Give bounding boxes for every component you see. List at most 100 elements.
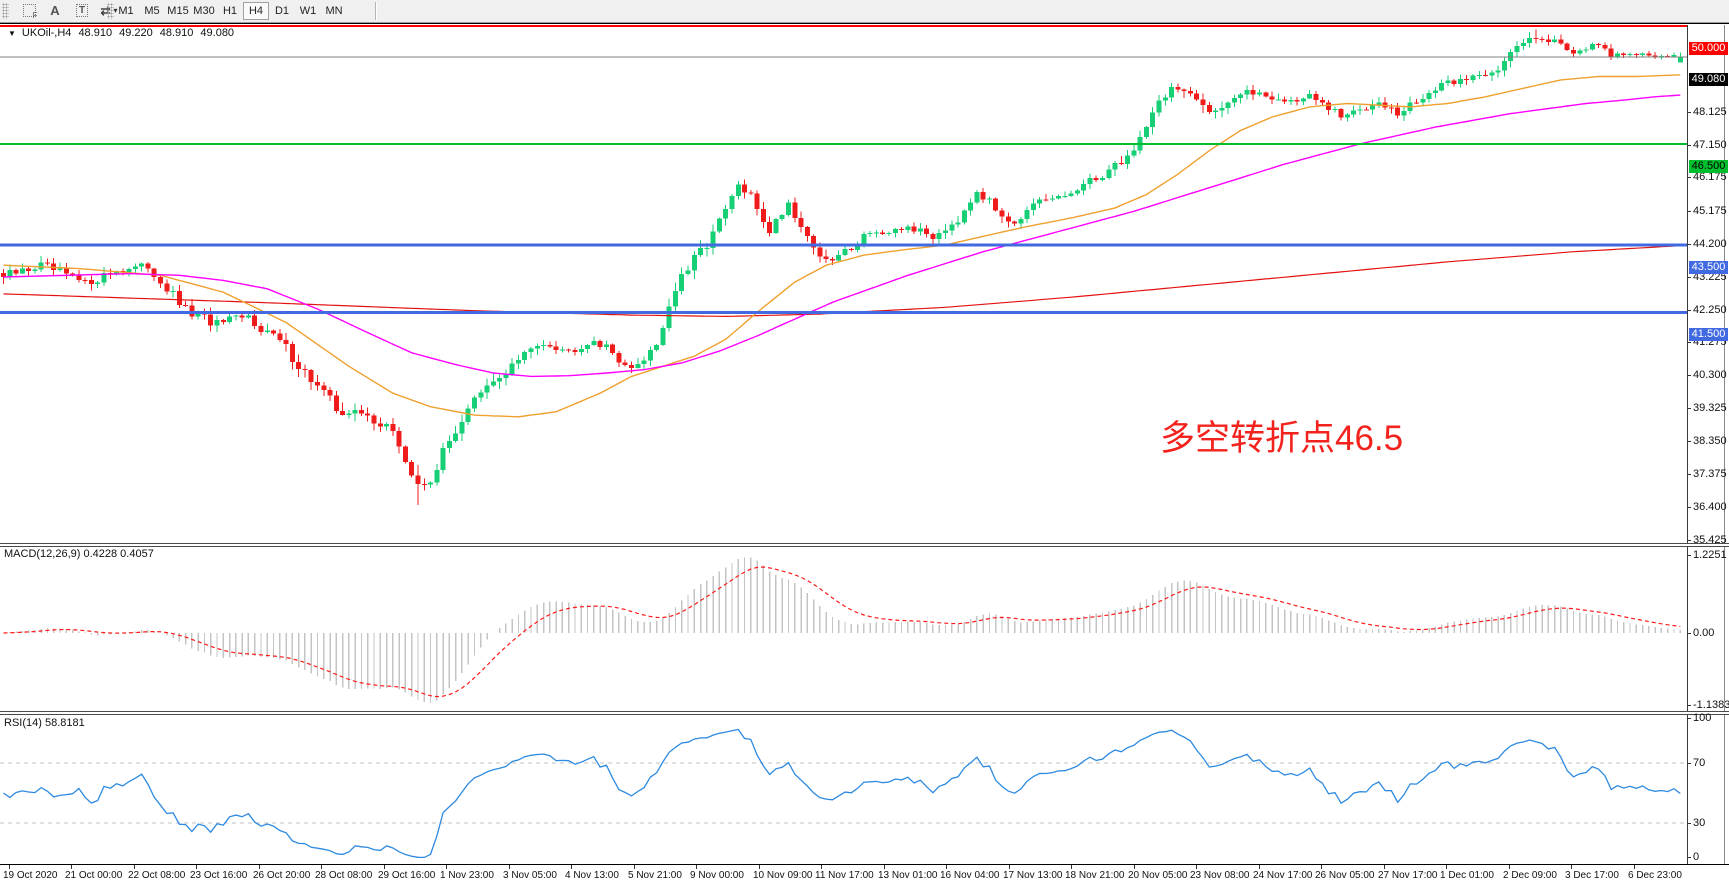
symbol-timeframe-label: UKOil-,H4 — [21, 27, 72, 39]
time-tick-label: 13 Nov 01:00 — [878, 870, 938, 881]
time-tick-mark — [259, 865, 260, 869]
time-tick-label: 11 Nov 17:00 — [815, 870, 874, 881]
macd-pane[interactable] — [0, 547, 1729, 711]
price-level-badge-46.500[interactable]: 46.500 — [1689, 160, 1728, 173]
swap-arrows-glyph: ⇄ — [100, 3, 111, 18]
time-tick-label: 20 Nov 05:00 — [1128, 870, 1188, 881]
price-tick-label: 43.225 — [1693, 271, 1727, 283]
time-tick-mark — [884, 865, 885, 869]
main-price-pane[interactable] — [0, 25, 1729, 543]
price-tick-mark — [1687, 441, 1691, 442]
price-tick-mark — [1687, 310, 1691, 311]
price-tick-label: 47.150 — [1693, 139, 1727, 151]
macd-tick-mark — [1687, 705, 1691, 706]
time-tick-mark — [696, 865, 697, 869]
time-tick-mark — [446, 865, 447, 869]
time-tick-mark — [946, 865, 947, 869]
timeframe-button-h1[interactable]: H1 — [222, 5, 238, 17]
timeframe-button-m30[interactable]: M30 — [193, 5, 215, 17]
cycle-arrows-icon[interactable]: ⇄ ▾ — [96, 1, 122, 20]
grid-box-icon: F — [22, 4, 38, 20]
time-tick-mark — [1571, 865, 1572, 869]
time-tick-label: 21 Oct 00:00 — [65, 870, 123, 881]
time-tick-label: 2 Dec 09:00 — [1503, 870, 1557, 881]
price-tick-label: 36.400 — [1693, 501, 1727, 513]
time-axis[interactable]: 19 Oct 2020 21 Oct 00:00 22 Oct 08:00 23 Oc… — [0, 865, 1729, 888]
time-tick-label: 9 Nov 00:00 — [690, 870, 744, 881]
dropdown-caret-icon[interactable]: ▾ — [113, 6, 118, 15]
price-level-badge-41.500[interactable]: 41.500 — [1689, 328, 1728, 341]
price-level-badge-43.500[interactable]: 43.500 — [1689, 261, 1728, 274]
time-tick-mark — [384, 865, 385, 869]
time-tick-label: 3 Dec 17:00 — [1565, 870, 1619, 881]
timeframe-button-m15[interactable]: M15 — [167, 5, 189, 17]
high-value: 49.220 — [119, 27, 153, 39]
price-tick-mark — [1687, 277, 1691, 278]
letter-a-glyph: A — [50, 3, 60, 18]
timeframe-button-m5[interactable]: M5 — [144, 5, 160, 17]
macd-tick-label: 1.2251 — [1693, 549, 1727, 561]
time-tick-mark — [1134, 865, 1135, 869]
time-tick-mark — [1196, 865, 1197, 869]
timeframe-button-m1[interactable]: M1 — [118, 5, 134, 17]
price-level-badge-50.000[interactable]: 50.000 — [1689, 42, 1728, 55]
timeframe-button-w1[interactable]: W1 — [299, 5, 317, 17]
time-tick-label: 26 Nov 05:00 — [1315, 870, 1375, 881]
timeframe-button-h4[interactable]: H4 — [243, 2, 269, 20]
time-tick-label: 22 Oct 08:00 — [128, 870, 186, 881]
timeframe-button-mn[interactable]: MN — [325, 5, 343, 17]
price-tick-mark — [1687, 408, 1691, 409]
price-tick-mark — [1687, 112, 1691, 113]
price-tick-label: 42.250 — [1693, 304, 1727, 316]
time-tick-mark — [134, 865, 135, 869]
time-tick-label: 27 Nov 17:00 — [1378, 870, 1438, 881]
pane-separator-rsi[interactable] — [0, 711, 1729, 715]
macd-histogram — [9, 557, 1681, 703]
rsi-tick-mark — [1687, 718, 1691, 719]
time-tick-label: 28 Oct 08:00 — [315, 870, 373, 881]
time-tick-label: 1 Nov 23:00 — [440, 870, 494, 881]
time-tick-mark — [571, 865, 572, 869]
collapse-caret-icon[interactable]: ▼ — [8, 29, 16, 38]
text-label-tool-icon[interactable]: A — [44, 1, 66, 20]
toolbar-grip-handle[interactable] — [2, 3, 9, 19]
chart-window: ▼ UKOil-,H4 48.910 49.220 48.910 49.080 多空转折点… — [0, 23, 1729, 888]
toolbar-grip-handle-2[interactable] — [107, 3, 114, 19]
timeframe-button-d1[interactable]: D1 — [274, 5, 290, 17]
ma-red-line — [3, 245, 1681, 318]
time-tick-mark — [71, 865, 72, 869]
macd-indicator-label: MACD(12,26,9) 0.4228 0.4057 — [4, 548, 154, 560]
chart-annotation-text[interactable]: 多空转折点46.5 — [1160, 419, 1404, 458]
pane-separator-macd[interactable] — [0, 543, 1729, 547]
time-tick-label: 19 Oct 2020 — [3, 870, 58, 881]
price-tick-label: 39.325 — [1693, 402, 1727, 414]
price-tick-label: 37.375 — [1693, 468, 1727, 480]
time-tick-label: 26 Oct 20:00 — [253, 870, 311, 881]
toolbar-separator — [375, 2, 377, 20]
time-tick-mark — [1259, 865, 1260, 869]
time-tick-mark — [634, 865, 635, 869]
rsi-tick-label: 70 — [1693, 757, 1706, 769]
text-box-tool-icon[interactable]: T — [70, 1, 94, 20]
timeframe-group: M1 M5 M15 M30 H1 H4 D1 W1 MN — [113, 1, 347, 21]
time-tick-label: 5 Nov 21:00 — [628, 870, 682, 881]
time-tick-label: 24 Nov 17:00 — [1253, 870, 1313, 881]
rsi-pane[interactable] — [0, 715, 1729, 864]
time-tick-label: 4 Nov 13:00 — [565, 870, 619, 881]
current-price-badge: 49.080 — [1689, 73, 1728, 86]
toolbar: F A T ⇄ ▾ M1 M5 M15 M30 H1 H4 D1 W1 MN — [0, 0, 1729, 23]
time-tick-mark — [1634, 865, 1635, 869]
time-tick-mark — [1446, 865, 1447, 869]
grid-f-glyph: F — [32, 11, 38, 20]
grid-template-icon[interactable]: F — [18, 1, 40, 20]
time-tick-label: 3 Nov 05:00 — [503, 870, 557, 881]
time-tick-mark — [509, 865, 510, 869]
rsi-tick-mark — [1687, 823, 1691, 824]
price-tick-mark — [1687, 375, 1691, 376]
low-value: 48.910 — [159, 27, 194, 39]
price-tick-label: 44.200 — [1693, 238, 1727, 250]
rsi-tick-label: 30 — [1693, 817, 1706, 829]
rsi-tick-label: 0 — [1693, 851, 1700, 863]
time-tick-label: 18 Nov 21:00 — [1065, 870, 1125, 881]
